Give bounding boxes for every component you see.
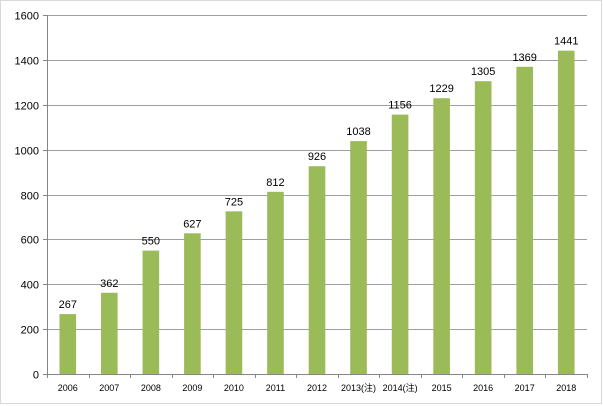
data-label-2008: 550 [142, 236, 160, 248]
data-label-2010: 725 [225, 196, 243, 208]
data-label-2013(注): 1038 [346, 126, 370, 138]
data-labels: 267 362 550 627 725 812 926 1038 1156 1229 1305 136… [59, 36, 579, 311]
y-tick-label-1600: 1600 [15, 11, 39, 23]
x-axis-category-labels: 2006 2007 2008 2009 2010 2011 2012 2013(注) 2014(… [58, 382, 576, 393]
x-tick-label-2008: 2008 [141, 383, 161, 393]
data-label-2016: 1305 [471, 66, 495, 78]
bar-2008 [142, 250, 160, 374]
x-tick-label-2015: 2015 [432, 383, 452, 393]
y-tick-label-400: 400 [21, 280, 39, 292]
bar-2016 [474, 81, 492, 374]
y-tick-label-1400: 1400 [15, 56, 39, 68]
data-label-2009: 627 [183, 218, 201, 230]
x-tick-label-2017: 2017 [515, 383, 535, 393]
bar-2013(注) [350, 141, 367, 374]
x-tick-label-2013(注): 2013(注) [341, 382, 376, 393]
y-tick-label-200: 200 [21, 325, 39, 337]
axes [43, 15, 588, 378]
x-tick-label-2006: 2006 [58, 383, 78, 393]
bars [59, 50, 575, 375]
x-tick-label-2016: 2016 [473, 383, 493, 393]
bar-2015 [433, 98, 450, 375]
bar-2010 [225, 211, 243, 374]
data-label-2017: 1369 [512, 52, 536, 64]
data-label-2012: 926 [308, 151, 326, 163]
data-label-2006: 267 [59, 299, 77, 311]
bar-2006 [59, 314, 77, 374]
x-tick-label-2010: 2010 [224, 383, 244, 393]
data-label-2011: 812 [266, 177, 284, 189]
bar-2014(注) [391, 114, 409, 375]
x-tick-label-2007: 2007 [99, 383, 119, 393]
bar-2018 [557, 50, 575, 375]
y-tick-label-0: 0 [33, 370, 39, 382]
data-label-2007: 362 [100, 278, 118, 290]
x-tick-label-2012: 2012 [307, 383, 327, 393]
data-label-2018: 1441 [554, 36, 578, 48]
x-tick-label-2018: 2018 [556, 383, 576, 393]
bar-2007 [101, 292, 118, 374]
data-label-2014(注): 1156 [388, 100, 412, 112]
y-tick-label-1200: 1200 [15, 101, 39, 113]
x-tick-label-2009: 2009 [182, 383, 202, 393]
bar-2012 [308, 166, 326, 374]
bar-2011 [267, 191, 284, 374]
y-tick-label-600: 600 [21, 235, 39, 247]
x-tick-label-2014(注): 2014(注) [383, 382, 418, 393]
y-axis-tick-labels: 0 200 400 600 800 1000 1200 1400 1600 [15, 11, 39, 382]
x-tick-label-2011: 2011 [266, 383, 285, 393]
bar-2009 [184, 233, 201, 374]
bar-2017 [516, 66, 533, 374]
data-label-2015: 1229 [429, 83, 453, 95]
y-tick-label-1000: 1000 [15, 146, 39, 158]
y-tick-label-800: 800 [21, 191, 39, 203]
